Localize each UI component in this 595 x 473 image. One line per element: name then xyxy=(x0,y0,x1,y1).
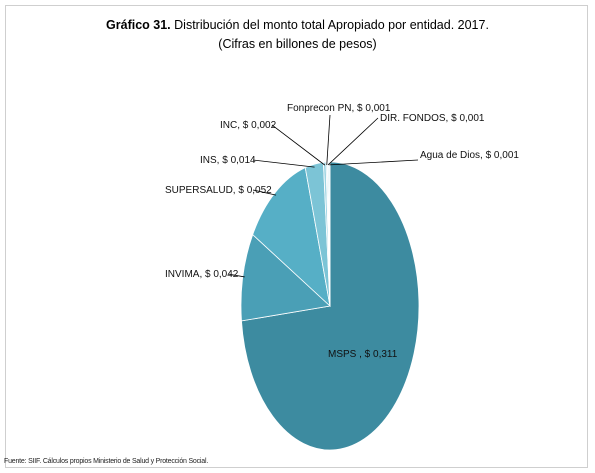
data-label-msps: MSPS , $ 0,311 xyxy=(328,349,398,360)
chart-title: Gráfico 31. Distribución del monto total… xyxy=(6,16,589,35)
leader-line-fonprecon-pn xyxy=(326,114,331,166)
pie-slice-supersalud xyxy=(252,167,331,308)
data-label-fonprecon-pn: Fonprecon PN, $ 0,001 xyxy=(287,103,391,114)
source-note: Fuente: SIIF. Cálculos propios Ministeri… xyxy=(4,458,209,465)
chart-title-number: Gráfico 31. xyxy=(106,18,171,32)
data-label-invima: INVIMA, $ 0,042 xyxy=(165,269,239,280)
chart-frame: Gráfico 31. Distribución del monto total… xyxy=(5,5,588,468)
chart-subtitle: (Cifras en billones de pesos) xyxy=(218,37,377,51)
leader-line-ins xyxy=(252,159,315,168)
data-label-supersalud: SUPERSALUD, $ 0,052 xyxy=(165,185,272,196)
pie-slice-agua-de-dios xyxy=(328,161,331,307)
data-label-ins: INS, $ 0,014 xyxy=(200,155,256,166)
data-label-inc: INC, $ 0,002 xyxy=(220,120,277,131)
leader-line-inc xyxy=(271,124,326,166)
data-label-agua-de-dios: Agua de Dios, $ 0,001 xyxy=(420,150,519,161)
chart-title-text: Distribución del monto total Apropiado p… xyxy=(170,18,489,32)
leader-line-agua-de-dios xyxy=(329,159,419,166)
leader-line-invima xyxy=(227,273,245,278)
leader-line-supersalud xyxy=(252,189,277,196)
data-label-dir-fondos: DIR. FONDOS, $ 0,001 xyxy=(380,113,485,124)
chart-title-block: Gráfico 31. Distribución del monto total… xyxy=(6,16,589,54)
leader-line-dir-fondos xyxy=(327,117,379,166)
